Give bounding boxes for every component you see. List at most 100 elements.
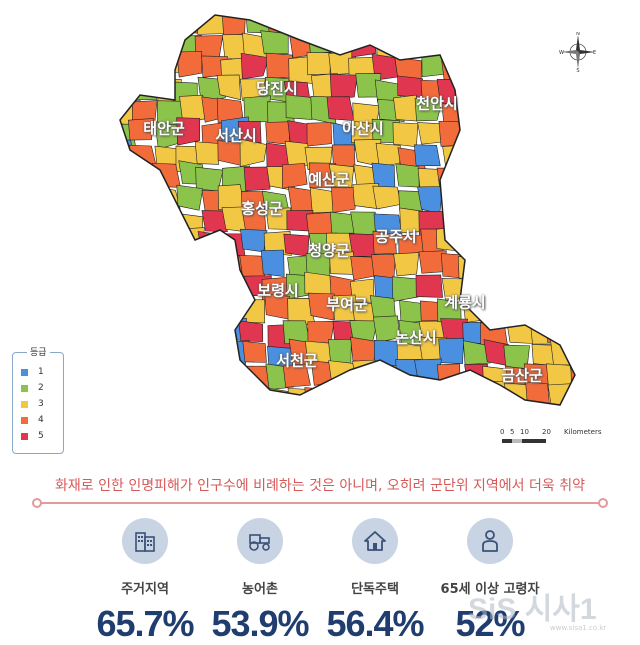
district-area (442, 208, 467, 233)
district-area (576, 145, 600, 168)
stat-label: 농어촌 (242, 582, 278, 597)
district-area (199, 275, 227, 302)
district-area (506, 320, 535, 344)
region-label: 천안시 (416, 94, 458, 113)
legend-swatch (21, 384, 28, 392)
district-area (330, 386, 358, 405)
district-area (329, 73, 358, 100)
district-area (568, 231, 575, 255)
district-area (157, 365, 186, 388)
district-area (528, 102, 555, 127)
district-area (120, 234, 140, 260)
district-area (415, 382, 444, 405)
district-area (239, 138, 268, 167)
district-area (285, 94, 314, 120)
district-area (504, 121, 533, 147)
map-legend: 등급 1 2 3 4 5 (12, 345, 64, 454)
district-area (395, 163, 420, 188)
choropleth-map (109, 14, 600, 436)
district-area (486, 139, 515, 165)
district-area (133, 168, 162, 194)
district-area (530, 276, 554, 305)
district-area (151, 320, 179, 348)
district-area (244, 406, 269, 429)
district-area (150, 211, 179, 238)
district-area (265, 15, 295, 35)
district-area (157, 340, 185, 364)
district-area (487, 185, 515, 213)
district-area (373, 213, 403, 239)
district-area (120, 341, 134, 368)
district-area (392, 122, 419, 148)
district-area (462, 340, 491, 365)
district-area (176, 184, 204, 211)
district-area (483, 120, 510, 145)
district-area (176, 117, 201, 146)
legend-item: 4 (21, 415, 44, 425)
district-area (371, 254, 396, 279)
region-label: 금산군 (501, 366, 543, 385)
stat-label: 단독주택 (351, 582, 399, 597)
district-area (129, 257, 154, 280)
district-area (464, 34, 492, 61)
district-area (414, 31, 443, 53)
district-area (350, 336, 377, 365)
district-area (508, 211, 538, 236)
district-area (464, 80, 492, 108)
district-area (504, 51, 529, 77)
district-area (504, 254, 531, 276)
district-area (502, 33, 527, 59)
region-label: 청양군 (308, 241, 350, 260)
district-area (306, 121, 332, 147)
district-area (238, 320, 264, 342)
district-area (132, 407, 159, 430)
district-area (242, 341, 267, 363)
province-outline (119, 14, 576, 406)
district-area (156, 407, 184, 432)
district-area (415, 274, 443, 298)
district-area (129, 57, 155, 83)
district-area (506, 298, 533, 322)
district-area (438, 337, 464, 364)
district-area (172, 340, 201, 367)
district-area (552, 140, 575, 166)
district-area (127, 118, 154, 141)
district-area (149, 272, 178, 299)
district-area (328, 360, 355, 385)
district-area (197, 383, 225, 405)
scale-unit: Kilometers (564, 428, 602, 436)
district-area (120, 183, 137, 211)
district-area (219, 408, 244, 435)
district-area (120, 248, 135, 277)
district-area (574, 255, 575, 284)
region-label: 논산시 (395, 328, 437, 347)
district-area (120, 211, 139, 236)
district-area (109, 409, 137, 436)
headline-dot-left (32, 498, 42, 508)
district-area (461, 227, 489, 257)
district-area (567, 189, 575, 214)
district-area (548, 300, 573, 327)
district-area (349, 15, 373, 41)
legend-item-label: 2 (38, 383, 44, 393)
district-area (436, 363, 461, 388)
district-area (151, 15, 180, 35)
district-area (178, 302, 206, 324)
district-area (527, 299, 555, 325)
compass-rose-icon: N S W E (559, 32, 596, 72)
district-area (154, 387, 183, 405)
district-area (501, 167, 528, 190)
district-area (547, 99, 575, 123)
district-area (568, 72, 575, 99)
stat-detached-house: 단독주택 56.4% (305, 518, 445, 645)
region-label: 공주시 (375, 227, 417, 246)
district-area (174, 258, 202, 282)
district-area (152, 185, 181, 210)
district-area (546, 316, 573, 343)
district-area (303, 15, 333, 35)
district-area (463, 165, 492, 188)
legend-title: 등급 (27, 345, 50, 358)
province-boundary (119, 14, 576, 406)
region-label: 예산군 (308, 170, 350, 189)
district-area (375, 388, 402, 405)
